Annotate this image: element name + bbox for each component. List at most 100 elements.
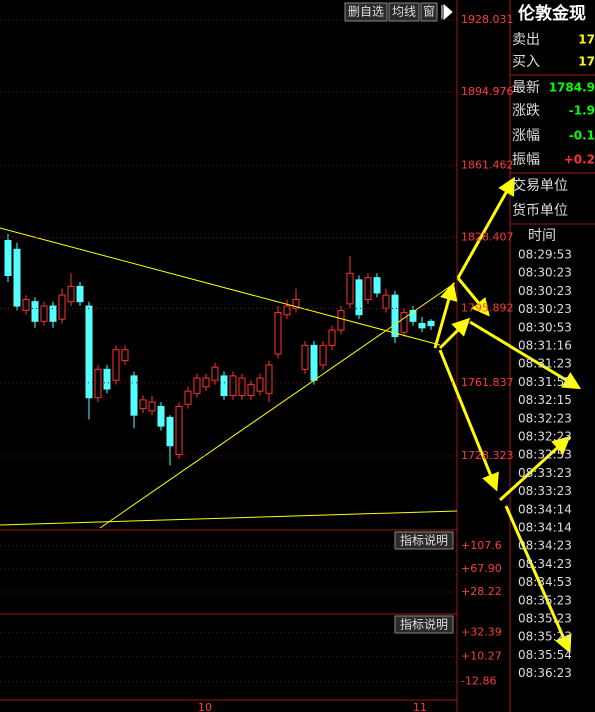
candle-body xyxy=(355,279,363,316)
time-item: 08:32:23 xyxy=(518,411,572,425)
instrument-title: 伦敦金现 xyxy=(518,3,586,24)
expand-icon[interactable] xyxy=(441,3,453,21)
candle-body xyxy=(175,405,183,455)
button-bg xyxy=(394,615,454,634)
candle-body xyxy=(130,375,138,416)
row-label: 买入 xyxy=(512,54,540,70)
time-item: 08:31:23 xyxy=(518,357,572,371)
candle-body xyxy=(409,309,417,322)
candle-body xyxy=(247,384,255,397)
candle-body xyxy=(382,294,390,309)
candle-body xyxy=(193,377,201,394)
y-tick-label: 1928.031 xyxy=(461,13,514,26)
candle-body xyxy=(256,377,264,392)
candle-body xyxy=(31,301,39,322)
time-item: 08:35:23 xyxy=(518,630,572,644)
button-bg xyxy=(420,2,438,22)
time-item: 08:34:14 xyxy=(518,521,572,535)
candle-body xyxy=(364,277,372,300)
button[interactable]: 均线 xyxy=(392,5,416,19)
candle-body xyxy=(112,349,120,381)
unit-label: 货币单位 xyxy=(512,202,568,219)
time-item: 08:35:23 xyxy=(518,612,572,626)
time-item: 08:35:54 xyxy=(518,648,572,662)
row-label: 卖出 xyxy=(512,32,540,48)
candle-body xyxy=(283,305,291,316)
time-item: 08:34:23 xyxy=(518,539,572,553)
time-item: 08:31:55 xyxy=(518,375,572,389)
y-tick-label: +107.6 xyxy=(461,539,502,552)
time-item: 08:30:23 xyxy=(518,302,572,316)
candle-body xyxy=(4,240,12,276)
row-value: +0.2 xyxy=(564,153,595,167)
indicator-button[interactable]: 指标说明 xyxy=(400,533,448,548)
y-tick-label: -12.86 xyxy=(461,675,496,688)
candle-body xyxy=(337,309,345,331)
button-bg xyxy=(394,531,454,550)
row-value: -0.1 xyxy=(569,129,595,143)
candle-body xyxy=(13,248,21,307)
time-item: 08:34:23 xyxy=(518,557,572,571)
candle-body xyxy=(121,349,129,362)
candle-body xyxy=(238,377,246,397)
candle-body xyxy=(157,405,165,427)
candle-body xyxy=(94,368,102,399)
candles xyxy=(4,234,435,466)
candle-body xyxy=(49,305,57,322)
time-item: 08:35:23 xyxy=(518,593,572,607)
candle-body xyxy=(319,344,327,366)
annotations xyxy=(0,176,582,654)
time-item: 08:29:53 xyxy=(518,248,572,262)
candle-body xyxy=(220,375,228,397)
button[interactable]: 窗 xyxy=(423,5,435,19)
candle-body xyxy=(301,344,309,370)
y-tick-label: +10.27 xyxy=(461,649,502,662)
candle-body xyxy=(67,285,75,303)
button-bg xyxy=(344,2,388,22)
row-value: 17 xyxy=(578,33,595,47)
row-label: 最新 xyxy=(512,80,540,96)
candle-body xyxy=(391,294,399,338)
time-item: 08:33:23 xyxy=(518,484,572,498)
candle-body xyxy=(22,298,30,311)
row-value: -1.9 xyxy=(569,104,595,118)
time-item: 08:31:16 xyxy=(518,339,572,353)
y-tick-label: 1828.407 xyxy=(461,230,514,243)
time-item: 08:34:53 xyxy=(518,575,572,589)
time-item: 08:33:23 xyxy=(518,466,572,480)
row-label: 涨跌 xyxy=(512,103,540,119)
y-tick-label: +28.22 xyxy=(461,585,502,598)
y-tick-label: 1761.837 xyxy=(461,376,514,389)
time-item: 08:36:23 xyxy=(518,666,572,680)
row-value: 1784.9 xyxy=(549,81,595,95)
y-tick-label: +67.90 xyxy=(461,562,502,575)
candle-body xyxy=(103,368,111,390)
candle-body xyxy=(58,294,66,320)
candle-body xyxy=(148,401,156,412)
time-item: 08:30:53 xyxy=(518,320,572,334)
time-item: 08:32:23 xyxy=(518,430,572,444)
candle-body xyxy=(265,364,273,394)
x-label: 10 xyxy=(198,701,212,712)
button[interactable]: 删自选 xyxy=(348,5,384,19)
candle-body xyxy=(76,285,84,303)
candle-body xyxy=(274,312,282,355)
candle-body xyxy=(229,375,237,397)
time-item: 08:30:23 xyxy=(518,284,572,298)
y-tick-label: 1795.892 xyxy=(461,301,514,314)
candle-body xyxy=(400,312,408,333)
candle-body xyxy=(373,277,381,294)
button-bg xyxy=(388,2,420,22)
candle-body xyxy=(418,323,426,329)
row-label: 涨幅 xyxy=(512,128,540,144)
row-value: 17 xyxy=(578,55,595,69)
toolbar: 删自选 均线 窗 xyxy=(344,2,453,22)
y-tick-label: 1894.976 xyxy=(461,85,514,98)
indicator-button[interactable]: 指标说明 xyxy=(400,617,448,632)
time-item: 08:32:53 xyxy=(518,448,572,462)
y-tick-label: +32.39 xyxy=(461,625,502,638)
y-tick-label: 1728.323 xyxy=(461,449,514,462)
quote-panel: 伦敦金现 卖出 17 买入 17 最新 1784.9 涨跌 -1.9 涨幅 -0.1 振幅 +0.2 交… xyxy=(512,3,595,680)
